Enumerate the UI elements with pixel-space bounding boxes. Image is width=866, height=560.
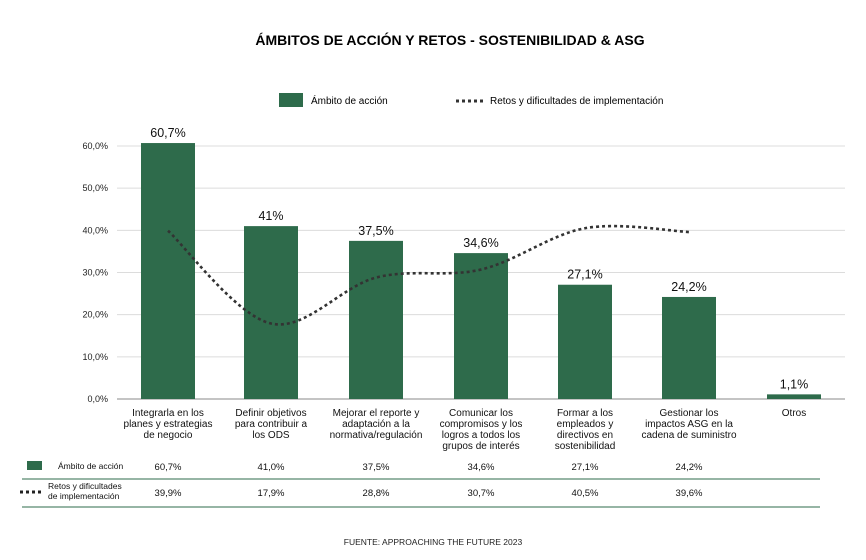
y-tick-label: 20,0% xyxy=(82,310,108,320)
y-tick-label: 10,0% xyxy=(82,352,108,362)
y-tick-label: 60,0% xyxy=(82,141,108,151)
x-category-label: sostenibilidad xyxy=(555,441,616,452)
bar xyxy=(141,143,195,399)
table-cell-line: 17,9% xyxy=(258,488,285,499)
data-labels: 60,7% 41% 37,5% 34,6% 27,1% 24,2% 1,1% xyxy=(150,126,808,391)
bar-data-label: 41% xyxy=(258,209,283,223)
table-cell-bar: 41,0% xyxy=(258,462,285,473)
bar-data-label: 34,6% xyxy=(463,236,498,250)
table-label-line-2: de implementación xyxy=(48,491,120,501)
data-table: Ámbito de acción Retos y dificultades de… xyxy=(20,461,820,508)
chart-title: ÁMBITOS DE ACCIÓN Y RETOS - SOSTENIBILID… xyxy=(255,31,644,48)
legend: Ámbito de acción Retos y dificultades de… xyxy=(279,93,663,107)
bar xyxy=(454,253,508,399)
line-series xyxy=(167,224,690,326)
y-tick-label: 30,0% xyxy=(82,268,108,278)
bar xyxy=(662,296,716,399)
x-category-label: Otros xyxy=(782,408,806,419)
x-category-label: Gestionar los xyxy=(660,408,719,419)
table-swatch-bar xyxy=(27,461,42,470)
line-series-path xyxy=(167,224,690,326)
table-cell-line: 28,8% xyxy=(363,488,390,499)
y-axis-ticks: 0,0% 10,0% 20,0% 30,0% 40,0% 50,0% 60,0% xyxy=(82,141,108,404)
x-category-label: adaptación a la xyxy=(342,419,410,430)
y-tick-label: 50,0% xyxy=(82,183,108,193)
y-tick-label: 40,0% xyxy=(82,225,108,235)
x-category-label: logros a todos los xyxy=(442,430,520,441)
bar xyxy=(349,240,403,399)
x-category-label: los ODS xyxy=(252,430,290,441)
bar-data-label: 60,7% xyxy=(150,126,185,140)
bar-data-label: 24,2% xyxy=(671,280,706,294)
legend-label-bar: Ámbito de acción xyxy=(311,94,388,107)
table-cell-bar: 24,2% xyxy=(676,462,703,473)
table-cell-bar: 37,5% xyxy=(363,462,390,473)
x-category-label: compromisos y los xyxy=(440,419,523,430)
x-category-label: normativa/regulación xyxy=(330,430,423,441)
table-cell-bar: 27,1% xyxy=(572,462,599,473)
x-category-label: Integrarla en los xyxy=(132,408,204,419)
x-category-label: Comunicar los xyxy=(449,408,513,419)
table-cell-bar: 60,7% xyxy=(155,462,182,473)
table-cell-line: 39,6% xyxy=(676,488,703,499)
legend-swatch-bar xyxy=(279,93,303,107)
x-category-label: cadena de suministro xyxy=(641,430,736,441)
table-cell-line: 39,9% xyxy=(155,488,182,499)
x-category-label: grupos de interés xyxy=(442,441,519,452)
table-cell-line: 40,5% xyxy=(572,488,599,499)
x-category-label: empleados y xyxy=(557,419,614,430)
x-category-label: de negocio xyxy=(144,430,193,441)
table-label-line-1: Retos y dificultades xyxy=(48,481,122,491)
gridlines xyxy=(117,145,845,400)
x-category-label: para contribuir a xyxy=(235,419,308,430)
table-label-bar: Ámbito de acción xyxy=(58,461,123,471)
x-category-label: Definir objetivos xyxy=(235,408,306,419)
bar-data-label: 27,1% xyxy=(567,268,602,282)
x-category-label: Mejorar el reporte y xyxy=(333,408,420,419)
bar-data-label: 37,5% xyxy=(358,224,393,238)
y-tick-label: 0,0% xyxy=(87,394,108,404)
table-cell-line: 30,7% xyxy=(468,488,495,499)
x-category-label: Formar a los xyxy=(557,408,613,419)
x-category-label: directivos en xyxy=(557,430,613,441)
x-category-label: impactos ASG en la xyxy=(645,419,733,430)
bar-series xyxy=(141,143,821,399)
bar xyxy=(244,226,298,399)
x-category-label: planes y estrategias xyxy=(124,419,213,430)
legend-label-line: Retos y dificultades de implementación xyxy=(490,96,663,107)
table-cell-bar: 34,6% xyxy=(468,462,495,473)
bar-data-label: 1,1% xyxy=(780,377,809,391)
bar xyxy=(767,394,821,399)
bar xyxy=(558,284,612,399)
source-note: FUENTE: APPROACHING THE FUTURE 2023 xyxy=(344,537,523,547)
